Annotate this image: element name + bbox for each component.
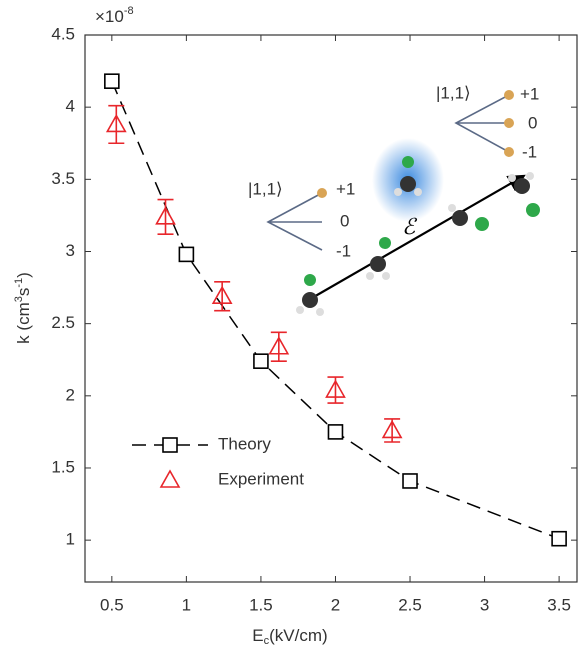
ylabel-sup: 3	[13, 296, 25, 302]
triangle-marker	[155, 206, 176, 225]
legend-marker	[162, 437, 178, 453]
y-tick-label: 1.5	[51, 457, 75, 476]
y-tick-label: 3.5	[51, 169, 75, 188]
y-axis-label: k (cm3s-1)	[13, 272, 34, 344]
square-marker	[253, 353, 269, 369]
state-label: |1,1⟩	[436, 83, 471, 102]
square-marker	[551, 530, 567, 547]
y-tick-label: 1	[66, 530, 75, 549]
x-axis-label: Ec(kV/cm)	[252, 626, 327, 646]
ylabel-part: s	[14, 288, 33, 297]
square-marker	[104, 73, 120, 89]
triangle-marker	[268, 336, 290, 355]
inset: |1,1⟩ +1 0 -1 |1,1⟩ +1 0 -1 ℰ	[248, 83, 540, 316]
plot-frame	[84, 34, 578, 583]
level-dot	[504, 147, 514, 157]
triangle-marker	[211, 285, 233, 305]
legend-label: Theory	[218, 434, 271, 453]
x-tick-label: 1.5	[249, 595, 273, 614]
square-marker	[327, 424, 344, 440]
xlabel-sub: c	[264, 635, 270, 647]
m-label: -1	[336, 241, 351, 260]
triangle-marker	[381, 419, 403, 439]
theory-line	[111, 80, 560, 540]
x-tick-label: 2.5	[398, 595, 422, 614]
triangle-marker	[325, 379, 346, 398]
m-label: 0	[340, 211, 349, 230]
m-label: +1	[336, 179, 355, 198]
level-dot	[504, 90, 514, 100]
state-label: |1,1⟩	[248, 179, 283, 198]
x-tick-label: 0.5	[100, 595, 124, 614]
ylabel-sup: -1	[13, 278, 25, 288]
x-tick-label: 1	[182, 595, 191, 614]
xlabel-part: E	[252, 626, 263, 645]
field-arrow	[304, 174, 526, 303]
legend-marker	[159, 469, 181, 488]
m-label: 0	[528, 113, 537, 132]
xlabel-part: (kV/cm)	[269, 626, 328, 645]
level-dot	[317, 188, 327, 198]
y-multiplier: ×10-8	[95, 5, 134, 27]
y-tick-label: 3	[66, 241, 75, 260]
y-tick-label: 2	[66, 385, 75, 404]
x-tick-label: 3	[480, 595, 489, 614]
level-fan	[266, 192, 323, 251]
ylabel-part: k (cm	[14, 302, 33, 344]
legend-label: Experiment	[218, 469, 304, 488]
square-marker	[402, 473, 418, 489]
level-dot	[504, 118, 514, 128]
y-tick-label: 4.5	[51, 24, 75, 43]
y-tick-label: 2.5	[51, 313, 75, 332]
ylabel-part: )	[14, 272, 33, 278]
error-bar	[108, 104, 125, 145]
multiplier-exp: -8	[124, 5, 134, 17]
x-tick-label: 2	[331, 595, 340, 614]
level-fan	[454, 94, 510, 153]
x-tick-label: 3.5	[547, 595, 571, 614]
square-marker	[178, 246, 195, 263]
error-bar	[157, 198, 174, 235]
multiplier-base: ×10	[95, 7, 124, 26]
molecules	[296, 156, 540, 316]
m-label: +1	[520, 84, 539, 103]
m-label: -1	[522, 142, 537, 161]
y-tick-label: 4	[66, 97, 75, 116]
triangle-marker	[105, 113, 127, 133]
